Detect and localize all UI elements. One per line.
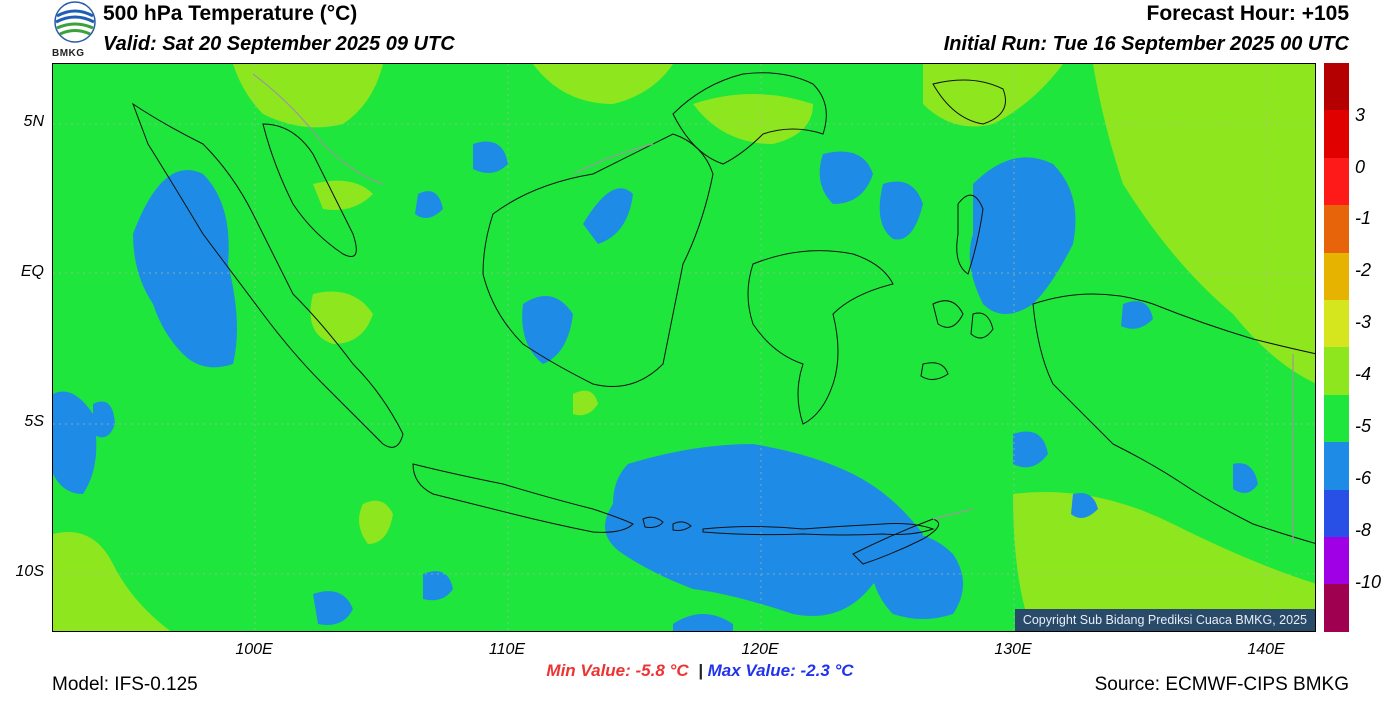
copyright-notice: Copyright Sub Bidang Prediksi Cuaca BMKG… bbox=[1014, 609, 1315, 631]
bmkg-logo bbox=[54, 1, 96, 43]
colorbar-label-m6: -6 bbox=[1355, 468, 1372, 488]
nusa-tenggara-coast bbox=[702, 523, 935, 536]
ytick-10s: 10S bbox=[15, 563, 44, 580]
colorbar-segment bbox=[1324, 442, 1349, 490]
xtick-130e: 130E bbox=[994, 641, 1032, 658]
xtick-140e: 140E bbox=[1247, 641, 1285, 658]
philippines-coast bbox=[672, 72, 827, 165]
ytick-5n: 5N bbox=[23, 113, 44, 130]
bali-lombok-coast bbox=[642, 516, 692, 531]
source-label: Source: ECMWF-CIPS BMKG bbox=[1094, 674, 1349, 695]
min-value: Min Value: -5.8 °C bbox=[546, 661, 689, 680]
colorbar-segment bbox=[1324, 584, 1349, 632]
min-max-values: Min Value: -5.8 °C | Max Value: -2.3 °C bbox=[0, 661, 1400, 681]
logo-text: BMKG bbox=[52, 48, 85, 59]
halmahera-coast bbox=[956, 194, 984, 275]
colorbar-segment bbox=[1324, 394, 1349, 443]
colorbar-segment bbox=[1324, 157, 1349, 206]
xtick-110e: 110E bbox=[488, 641, 526, 658]
colorbar-label-m3: -3 bbox=[1355, 312, 1372, 332]
model-label: Model: IFS-0.125 bbox=[52, 674, 198, 695]
sumatra-coast bbox=[131, 102, 404, 448]
colorbar-segment bbox=[1324, 537, 1349, 585]
max-value: Max Value: -2.3 °C bbox=[707, 661, 854, 680]
colorbar-label-m10: -10 bbox=[1355, 572, 1382, 592]
colorbar-segment bbox=[1324, 63, 1349, 111]
colorbar-label-m2: -2 bbox=[1355, 260, 1372, 280]
colorbar-segment bbox=[1324, 347, 1349, 395]
borneo-coast bbox=[482, 133, 714, 387]
colorbar-label-0: 0 bbox=[1355, 157, 1366, 177]
xtick-100e: 100E bbox=[235, 641, 273, 658]
map-title: 500 hPa Temperature (°C) bbox=[103, 2, 358, 25]
colorbar-segment bbox=[1324, 110, 1349, 158]
min-max-separator: | bbox=[698, 661, 703, 680]
coastlines bbox=[131, 72, 1315, 565]
initial-run: Initial Run: Tue 16 September 2025 00 UT… bbox=[943, 33, 1349, 55]
temperature-map: Copyright Sub Bidang Prediksi Cuaca BMKG… bbox=[52, 63, 1316, 632]
colorbar-segment bbox=[1324, 205, 1349, 253]
colorbar-label-m5: -5 bbox=[1355, 416, 1372, 436]
timor-coast bbox=[852, 518, 940, 565]
sulawesi-coast bbox=[747, 250, 894, 425]
forecast-hour: Forecast Hour: +105 bbox=[1146, 2, 1350, 25]
colorbar-segment bbox=[1324, 300, 1349, 348]
ytick-eq: EQ bbox=[20, 263, 44, 280]
ytick-5s: 5S bbox=[24, 413, 44, 430]
colorbar-segment bbox=[1324, 489, 1349, 538]
borders bbox=[252, 73, 1294, 544]
colorbar bbox=[1324, 63, 1349, 632]
xtick-120e: 120E bbox=[741, 641, 779, 658]
colorbar-label-m4: -4 bbox=[1355, 364, 1372, 384]
mindanao-coast bbox=[932, 79, 1006, 125]
colorbar-segment bbox=[1324, 252, 1349, 301]
colorbar-label-m1: -1 bbox=[1355, 208, 1372, 228]
colorbar-label-3: 3 bbox=[1355, 105, 1366, 125]
cool-zones bbox=[53, 141, 1258, 631]
valid-time: Valid: Sat 20 September 2025 09 UTC bbox=[103, 33, 455, 55]
map-canvas bbox=[53, 64, 1315, 631]
new-guinea-coast bbox=[1032, 293, 1315, 544]
colorbar-label-m8: -8 bbox=[1355, 520, 1372, 540]
malay-peninsula-coast bbox=[262, 123, 357, 257]
java-coast bbox=[412, 463, 634, 533]
maluku-coast bbox=[920, 300, 994, 380]
